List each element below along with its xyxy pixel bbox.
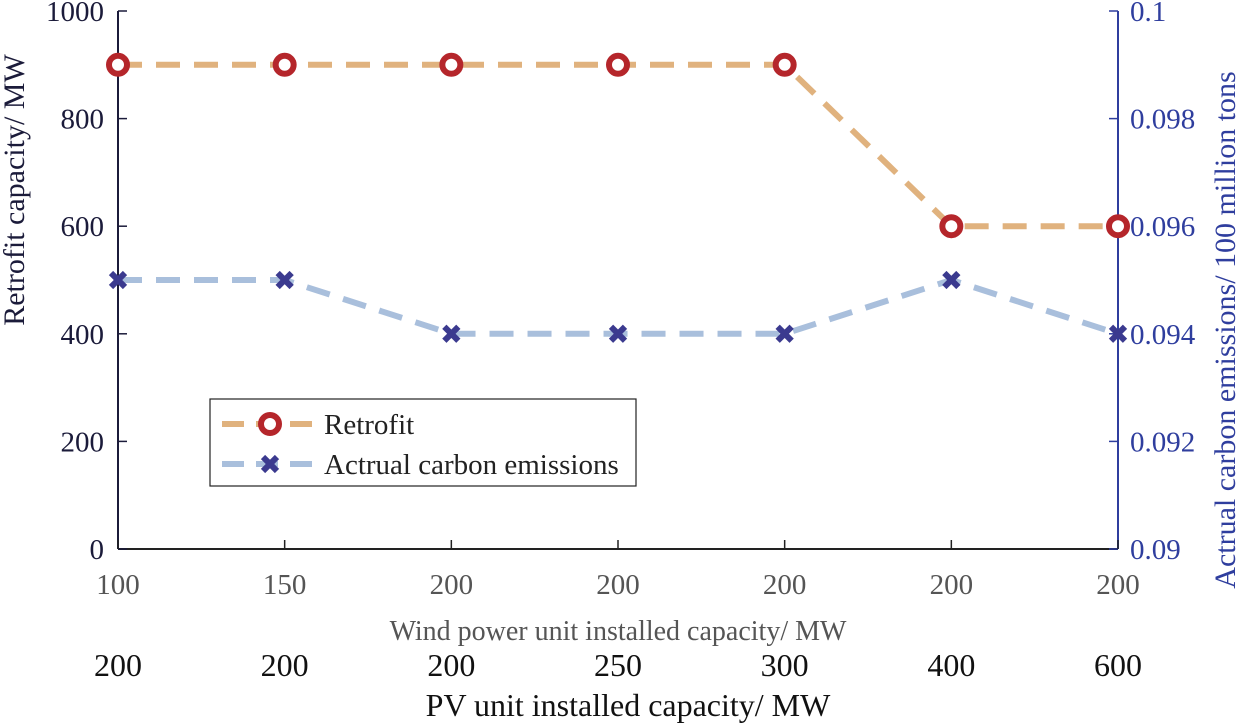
right-y-tick-label: 0.094 xyxy=(1130,319,1196,351)
x-primary-tick-label: 200 xyxy=(1096,569,1140,601)
x-secondary-tick-label: 400 xyxy=(927,647,975,683)
data-point-actrual-carbon-emissions xyxy=(1108,324,1128,343)
x-primary-ticks: 100 150 200 200 200 200 200 xyxy=(96,540,1140,601)
right-y-tick-label: 0.096 xyxy=(1130,211,1195,243)
x-secondary-tick-label: 200 xyxy=(427,647,475,683)
legend-retrofit-marker xyxy=(258,412,282,436)
left-y-tick-label: 0 xyxy=(90,534,105,566)
legend-retrofit-label: Retrofit xyxy=(324,409,414,441)
legend: Retrofit Actrual carbon emissions xyxy=(209,398,637,487)
data-point-actrual-carbon-emissions xyxy=(608,324,628,343)
x-secondary-tick-label: 200 xyxy=(94,647,142,683)
x-secondary-tick-label: 300 xyxy=(761,647,809,683)
data-point-retrofit xyxy=(106,52,130,77)
series-line-actrual-carbon-emissions xyxy=(118,277,1119,337)
left-y-axis-label: Retrofit capacity/ MW xyxy=(0,54,31,326)
right-y-ticks: 0.09 0.092 0.094 0.096 0.098 0.1 xyxy=(1109,0,1196,566)
right-y-axis-label: Actrual carbon emissions/ 100 million to… xyxy=(1209,71,1242,588)
data-point-retrofit xyxy=(606,52,630,77)
data-point-retrofit xyxy=(272,52,297,77)
data-point-actrual-carbon-emissions xyxy=(775,324,794,343)
x-primary-tick-label: 200 xyxy=(596,569,640,601)
data-point-retrofit xyxy=(772,52,797,77)
x-secondary-axis-label: PV unit installed capacity/ MW xyxy=(426,687,831,723)
right-y-tick-label: 0.1 xyxy=(1130,0,1166,28)
data-point-retrofit xyxy=(939,214,964,239)
data-point-actrual-carbon-emissions xyxy=(275,270,294,290)
x-primary-tick-label: 200 xyxy=(430,569,474,601)
left-y-tick-label: 1000 xyxy=(46,0,104,28)
data-point-actrual-carbon-emissions xyxy=(108,270,128,290)
left-y-tick-label: 800 xyxy=(61,104,105,136)
x-primary-axis-label: Wind power unit installed capacity/ MW xyxy=(390,616,847,647)
left-y-tick-label: 400 xyxy=(61,319,105,351)
x-secondary-tick-label: 600 xyxy=(1094,647,1142,683)
data-point-actrual-carbon-emissions xyxy=(942,270,961,290)
legend-emissions-marker xyxy=(260,454,280,474)
right-y-tick-label: 0.098 xyxy=(1130,104,1195,136)
x-secondary-tick-label: 200 xyxy=(261,647,309,683)
right-y-tick-label: 0.09 xyxy=(1130,534,1181,566)
left-y-tick-label: 200 xyxy=(61,426,105,458)
legend-box xyxy=(209,398,637,487)
left-y-tick-label: 600 xyxy=(61,211,105,243)
data-point-retrofit xyxy=(439,52,464,77)
legend-emissions-label: Actrual carbon emissions xyxy=(324,449,619,481)
x-primary-tick-label: 200 xyxy=(930,569,974,601)
series-line-retrofit xyxy=(118,61,1118,230)
data-point-retrofit xyxy=(1106,214,1130,239)
data-point-actrual-carbon-emissions xyxy=(442,324,461,343)
x-secondary-tick-label: 250 xyxy=(594,647,642,683)
x-primary-tick-label: 150 xyxy=(263,569,307,601)
x-primary-tick-label: 200 xyxy=(763,569,807,601)
right-y-tick-label: 0.092 xyxy=(1130,426,1195,458)
series-layer xyxy=(106,52,1130,343)
x-secondary-ticks: 200 200 200 250 300 400 600 xyxy=(94,647,1142,683)
x-primary-tick-label: 100 xyxy=(96,569,140,601)
left-y-ticks: 0 200 400 600 800 1000 xyxy=(46,0,127,566)
